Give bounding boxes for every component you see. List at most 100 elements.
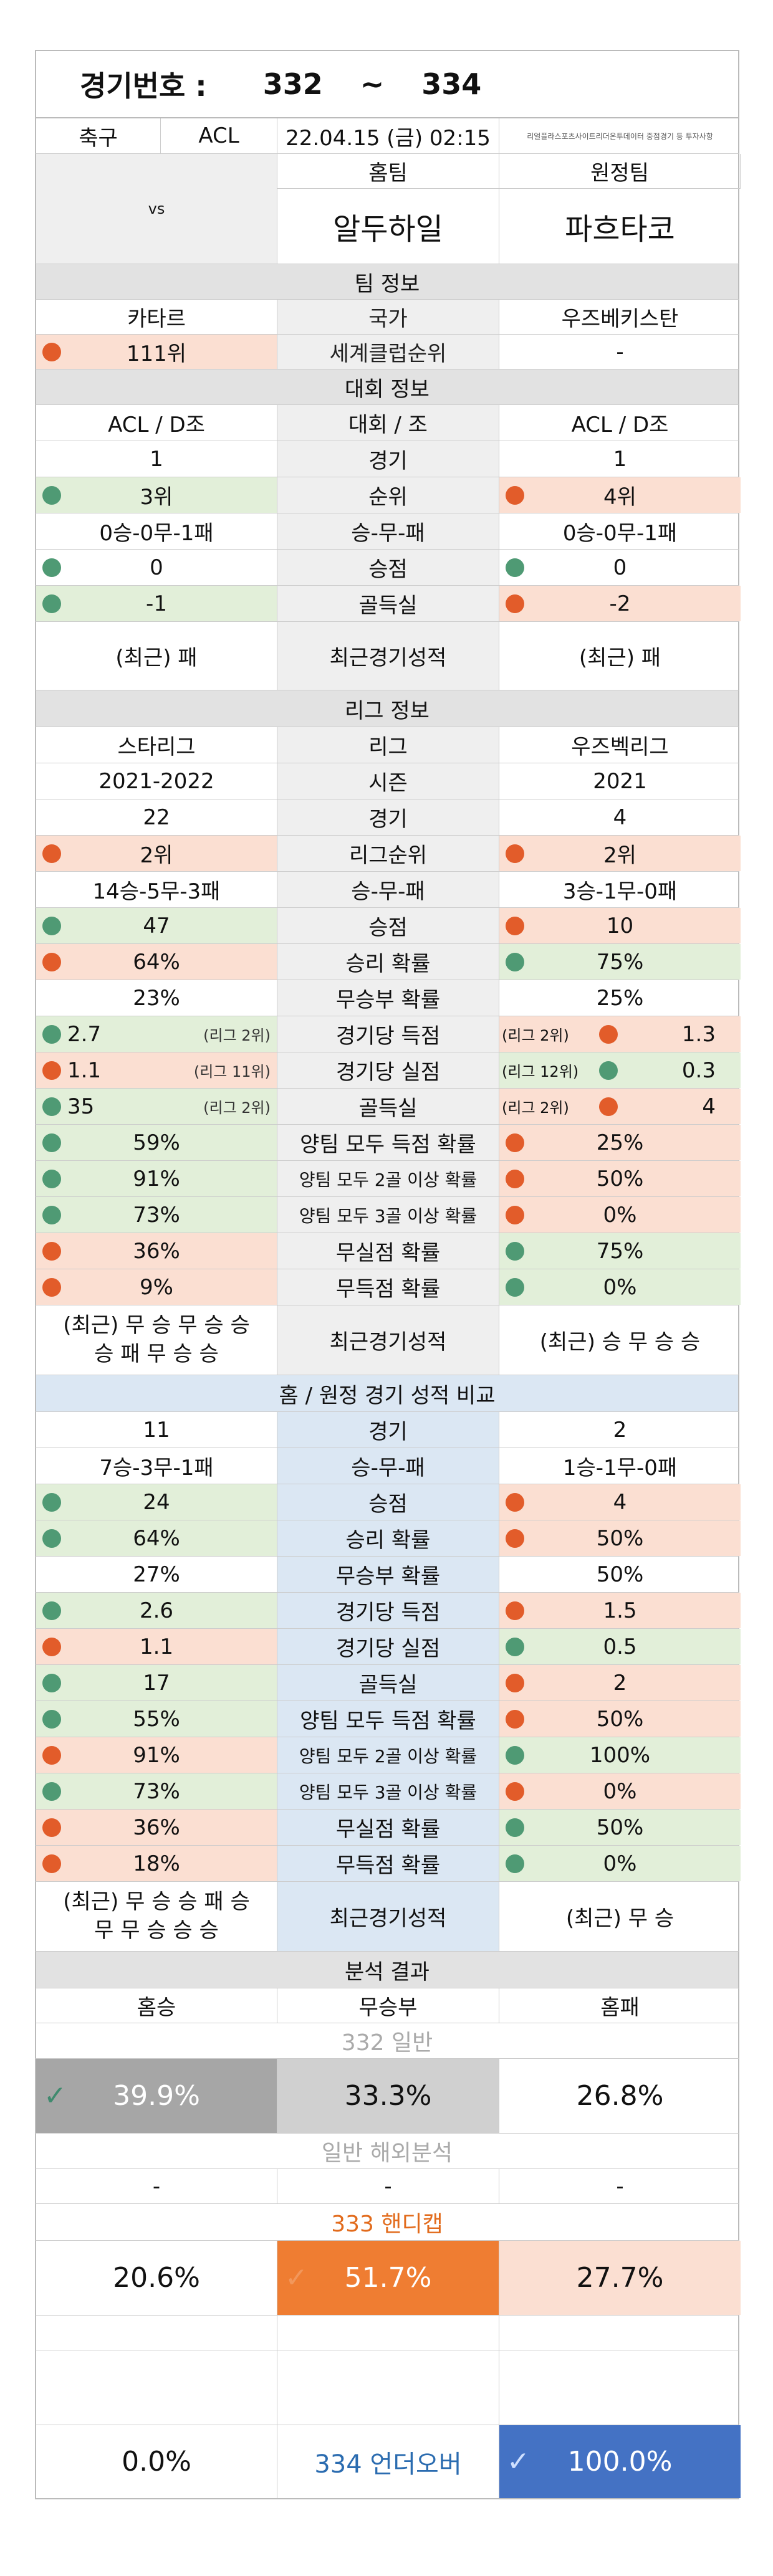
red-dot-icon bbox=[506, 594, 524, 613]
home-away-row: 18% 무득점 확률 0% bbox=[35, 1845, 741, 1881]
overseas-home: - bbox=[36, 2169, 277, 2203]
green-dot-icon bbox=[42, 558, 61, 577]
match-number-header: 경기번호 : 332 ~ 334 bbox=[35, 50, 739, 118]
green-dot-icon bbox=[506, 1818, 524, 1837]
away-value-text: 0% bbox=[603, 1851, 637, 1876]
spacer-row bbox=[35, 2315, 739, 2350]
away-value: 우즈벡리그 bbox=[571, 735, 669, 760]
green-dot-icon bbox=[42, 1782, 61, 1801]
away-recent: (최근) 승 무 승 승 bbox=[539, 1330, 701, 1355]
league-row: 73% 양팀 모두 3골 이상 확률 0% bbox=[35, 1196, 741, 1233]
away-value: (리그 12위) 0.3 bbox=[499, 1052, 741, 1088]
handicap-draw: ✓ 51.7% bbox=[277, 2241, 499, 2315]
away-value-text: 75% bbox=[596, 949, 644, 975]
league-row: 2021-2022 시즌 2021 bbox=[35, 763, 739, 799]
home-value: 2021-2022 bbox=[36, 763, 277, 799]
away-value-text: 1.3 bbox=[681, 1021, 716, 1047]
home-away-row: 7승-3무-1패 승-무-패 1승-1무-0패 bbox=[35, 1448, 739, 1484]
home-value-text: 24 bbox=[143, 1489, 170, 1515]
away-value: 2 bbox=[499, 1665, 741, 1701]
row-label: 경기당 실점 bbox=[277, 1052, 499, 1088]
col-draw: 무승부 bbox=[277, 1988, 499, 2023]
team-info-row: 111위 세계클럽순위 - bbox=[35, 334, 739, 369]
red-dot-icon bbox=[42, 1061, 61, 1080]
home-value: 7승-3무-1패 bbox=[36, 1448, 277, 1484]
away-value-text: -2 bbox=[609, 591, 631, 616]
home-value: 47 bbox=[36, 908, 277, 943]
row-label: 무득점 확률 bbox=[277, 1846, 499, 1881]
over-value: ✓ 100.0% bbox=[499, 2425, 741, 2498]
home-recent-line1: (최근) 무 승 승 패 승 bbox=[63, 1889, 250, 1914]
competition-row: 1 경기 1 bbox=[35, 441, 739, 477]
away-recent: (최근) 무 승 bbox=[565, 1906, 675, 1931]
home-value-text: 17 bbox=[143, 1670, 170, 1696]
league-row: 23% 무승부 확률 25% bbox=[35, 980, 739, 1016]
vs-label: vs bbox=[148, 200, 165, 217]
home-value-text: 91% bbox=[133, 1742, 180, 1768]
away-value: 50% bbox=[499, 1520, 741, 1556]
home-value-text: 3위 bbox=[140, 485, 173, 510]
away-value: (리그 2위) 1.3 bbox=[499, 1016, 741, 1052]
away-value: 50% bbox=[499, 1161, 741, 1196]
row-label: 경기 bbox=[277, 1412, 499, 1448]
home-value: 36% bbox=[36, 1810, 277, 1845]
over-value-text: 100.0% bbox=[567, 2446, 673, 2478]
away-value-text: 25% bbox=[596, 1130, 644, 1155]
home-value: 18% bbox=[36, 1846, 277, 1881]
home-value: 17 bbox=[36, 1665, 277, 1701]
country-label: 국가 bbox=[277, 300, 499, 334]
handicap-draw-value: 51.7% bbox=[344, 2262, 432, 2294]
home-value-text: 73% bbox=[133, 1202, 180, 1228]
away-value: 0% bbox=[499, 1269, 741, 1305]
competition-row: -1 골득실 -2 bbox=[35, 585, 741, 621]
home-value-text: 73% bbox=[133, 1778, 180, 1804]
away-value-text: 1.5 bbox=[603, 1598, 637, 1623]
green-dot-icon bbox=[42, 1709, 61, 1729]
row-label: 골득실 bbox=[277, 1665, 499, 1701]
home-away-row: 2.6 경기당 득점 1.5 bbox=[35, 1592, 741, 1628]
red-dot-icon bbox=[42, 844, 61, 863]
col-home-loss: 홈패 bbox=[600, 1995, 640, 2020]
green-dot-icon bbox=[599, 1061, 618, 1080]
away-value: 0% bbox=[499, 1773, 741, 1809]
row-label: 승리 확률 bbox=[277, 944, 499, 980]
home-value-text: 35 bbox=[67, 1094, 95, 1119]
row-label: 승-무-패 bbox=[277, 1448, 499, 1484]
analysis-header-row: 홈승 무승부 홈패 bbox=[35, 1988, 739, 2023]
green-dot-icon bbox=[42, 1601, 61, 1620]
home-value-text: 2.6 bbox=[139, 1598, 174, 1623]
meta-note: 리얼플라스포츠사이트리더온투데이터 중점경기 등 투자사항 bbox=[527, 131, 713, 141]
row-label: 최근경기성적 bbox=[277, 1882, 499, 1951]
row-label: 리그순위 bbox=[277, 836, 499, 871]
green-dot-icon bbox=[42, 1133, 61, 1152]
row-label: 경기당 득점 bbox=[277, 1593, 499, 1628]
away-value: (리그 2위) 4 bbox=[499, 1089, 741, 1124]
away-value: 0% bbox=[499, 1846, 741, 1881]
league-row: 스타리그 리그 우즈벡리그 bbox=[35, 727, 739, 763]
away-value-text: 10 bbox=[606, 913, 634, 938]
home-value-text: 2위 bbox=[140, 843, 173, 868]
red-dot-icon bbox=[506, 485, 524, 505]
away-value-text: 100% bbox=[589, 1742, 651, 1768]
red-dot-icon bbox=[42, 1241, 61, 1261]
away-value: 50% bbox=[499, 1701, 741, 1737]
away-value: 25% bbox=[499, 1125, 741, 1160]
match-number-from: 332 bbox=[262, 67, 323, 101]
away-value: 4 bbox=[499, 1484, 741, 1520]
home-value-text: 55% bbox=[133, 1706, 180, 1732]
away-value: 0승-0무-1패 bbox=[562, 521, 678, 546]
league-row: 2.7 (리그 2위) 경기당 득점 (리그 2위) 1.3 bbox=[35, 1016, 741, 1052]
row-label: 승점 bbox=[277, 908, 499, 943]
home-league-rank: (리그 2위) bbox=[203, 1027, 271, 1044]
row-label: 경기 bbox=[277, 799, 499, 835]
home-value: 1.1 (리그 11위) bbox=[36, 1052, 277, 1088]
away-value-text: 0.5 bbox=[603, 1634, 637, 1659]
overseas-row: - - - bbox=[35, 2168, 739, 2203]
row-label: 양팀 모두 3골 이상 확률 bbox=[277, 1773, 499, 1809]
red-dot-icon bbox=[599, 1024, 618, 1044]
away-value-text: 0 bbox=[613, 555, 627, 580]
red-dot-icon bbox=[506, 916, 524, 935]
row-label: 무승부 확률 bbox=[277, 1557, 499, 1592]
home-away-row: 55% 양팀 모두 득점 확률 50% bbox=[35, 1701, 741, 1737]
match-number-tilde: ~ bbox=[360, 67, 385, 101]
